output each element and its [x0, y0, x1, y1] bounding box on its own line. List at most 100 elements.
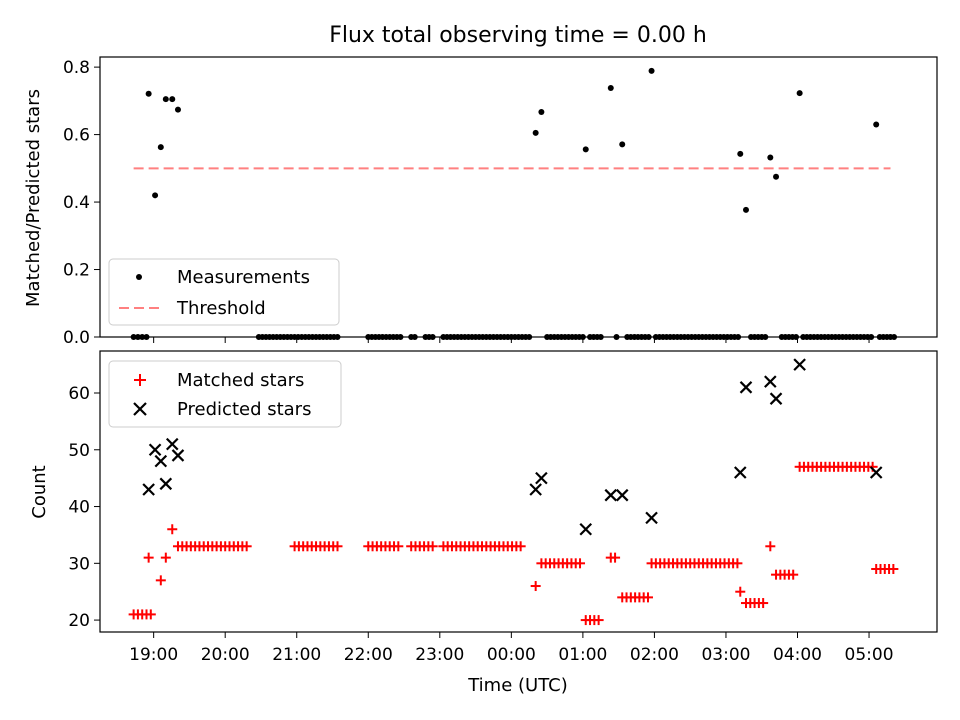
predicted-point — [159, 477, 173, 491]
matched-point — [788, 569, 799, 580]
measurement-point — [174, 106, 181, 113]
predicted-point — [165, 437, 179, 451]
predicted-point — [615, 488, 629, 502]
predicted-point — [604, 488, 618, 502]
predicted-point — [579, 522, 593, 536]
x-stroke-b — [171, 449, 185, 462]
matched-point — [888, 563, 899, 574]
legend-predicted-label: Predicted stars — [177, 399, 311, 420]
x-stroke-b — [645, 511, 658, 525]
predicted-point — [171, 449, 185, 462]
measurement-point — [162, 96, 169, 103]
chart-title: Flux total observing time = 0.00 h — [329, 23, 707, 48]
top-plot-area: 0.0 0.2 0.4 0.6 0.8 Measurements Threshold — [63, 56, 938, 348]
x-tick-label: 00:00 — [487, 645, 536, 665]
y-tick-label: 0.4 — [63, 193, 90, 213]
matched-point — [393, 541, 404, 552]
matched-point — [593, 615, 604, 626]
measurement-point — [742, 206, 749, 213]
x-stroke-b — [154, 454, 168, 468]
x-tick-label: 02:00 — [630, 645, 679, 665]
x-stroke-b — [793, 358, 806, 371]
x-stroke-b — [148, 443, 162, 457]
predicted-point — [154, 454, 168, 468]
legend-matched-label: Matched stars — [177, 370, 304, 391]
axes-frame — [99, 350, 938, 633]
measurement-point — [773, 173, 780, 180]
measurement-point — [767, 154, 774, 161]
matched-point — [241, 541, 252, 552]
x-stroke-b — [604, 488, 618, 502]
measurement-point — [145, 90, 152, 97]
measurement-point — [737, 150, 744, 157]
x-tick-label: 23:00 — [415, 645, 464, 665]
measurement-point — [169, 96, 176, 103]
y-tick-label: 20 — [68, 611, 90, 631]
legend-predicted-marker — [133, 402, 147, 416]
x-stroke-b — [159, 477, 173, 491]
matched-point — [765, 541, 776, 552]
matched-point — [427, 541, 438, 552]
x-stroke-b — [579, 522, 593, 536]
measurement-point — [607, 85, 614, 92]
matched-point — [515, 541, 526, 552]
y-tick-label: 50 — [68, 441, 90, 461]
x-tick-label: 19:00 — [129, 645, 178, 665]
matched-point — [610, 552, 621, 563]
x-tick-label: 03:00 — [701, 645, 750, 665]
measurement-point — [873, 121, 880, 128]
predicted-point — [148, 443, 162, 457]
measurement-point — [619, 141, 626, 148]
x-stroke-b — [764, 375, 777, 388]
matched-point — [332, 541, 343, 552]
y-tick-label: 60 — [68, 384, 90, 404]
y-tick-label: 30 — [68, 554, 90, 574]
x-stroke-b — [733, 466, 747, 479]
matched-point — [160, 552, 171, 563]
axes-frame — [99, 56, 938, 338]
y-tick-label: 40 — [68, 498, 90, 518]
matched-point — [155, 575, 166, 586]
predicted-point — [142, 483, 155, 496]
x-stroke-b — [165, 437, 179, 451]
predicted-point — [535, 471, 548, 485]
matched-point — [642, 592, 653, 603]
predicted-point — [529, 483, 542, 496]
x-stroke-b — [769, 392, 783, 405]
x-tick-label: 04:00 — [773, 645, 822, 665]
matched-point — [758, 598, 769, 609]
matched-point — [575, 558, 586, 569]
x-tick-label: 20:00 — [201, 645, 250, 665]
x-tick-label: 22:00 — [344, 645, 393, 665]
matched-point — [735, 586, 746, 597]
x-stroke-b — [142, 483, 155, 496]
y-tick-label: 0.2 — [63, 261, 90, 281]
x-tick-label: 21:00 — [272, 645, 321, 665]
matched-point — [530, 581, 541, 592]
y-tick-label: 0.6 — [63, 126, 90, 146]
measurement-point — [538, 108, 545, 115]
legend-box — [108, 360, 342, 428]
predicted-point — [793, 358, 806, 371]
x-axis-label: Time (UTC) — [467, 675, 568, 696]
legend-measurement-marker — [136, 274, 142, 280]
legend-box — [108, 258, 340, 326]
bottom-y-axis-label: Count — [29, 465, 50, 518]
measurement-point — [157, 144, 164, 151]
bottom-legend: Matched stars Predicted stars — [108, 360, 342, 428]
x-stroke-b — [615, 488, 629, 502]
measurement-point — [152, 192, 159, 199]
predicted-point — [739, 381, 753, 394]
x-stroke-b — [739, 381, 753, 394]
measurement-point — [648, 67, 655, 74]
matched-point — [145, 609, 156, 620]
y-tick-label: 0.8 — [63, 58, 90, 78]
legend-threshold-label: Threshold — [176, 298, 266, 319]
top-legend: Measurements Threshold — [108, 258, 340, 326]
x-tick-label: 05:00 — [845, 645, 894, 665]
x-stroke-b — [529, 483, 542, 496]
predicted-point — [769, 392, 783, 405]
predicted-point — [764, 375, 777, 388]
predicted-point — [645, 511, 658, 525]
